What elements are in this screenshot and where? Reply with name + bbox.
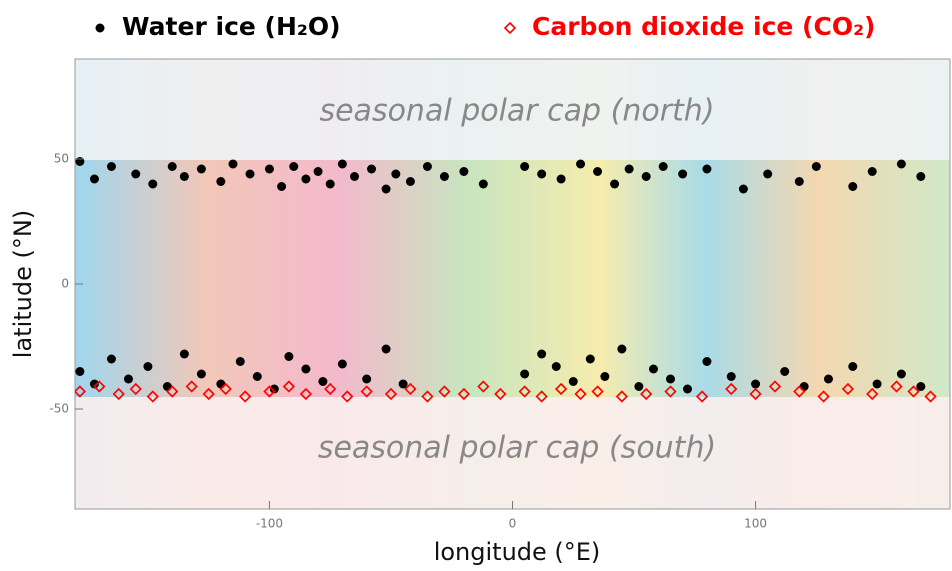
- point: [727, 372, 736, 381]
- chart: seasonal polar cap (north) seasonal pola…: [0, 0, 952, 571]
- point: [800, 382, 809, 391]
- point: [848, 182, 857, 191]
- y-tick-label: 0: [61, 277, 69, 291]
- point: [440, 172, 449, 181]
- point: [246, 170, 255, 179]
- point: [253, 372, 262, 381]
- point: [107, 162, 116, 171]
- point: [338, 360, 347, 369]
- point: [586, 355, 595, 364]
- point: [600, 372, 609, 381]
- point: [479, 180, 488, 189]
- point: [301, 175, 310, 184]
- point: [216, 177, 225, 186]
- point: [617, 345, 626, 354]
- point: [824, 375, 833, 384]
- point: [520, 370, 529, 379]
- legend-label: Water ice (H₂O): [122, 12, 341, 41]
- point: [459, 167, 468, 176]
- point: [406, 177, 415, 186]
- point: [634, 382, 643, 391]
- point: [848, 362, 857, 371]
- x-tick-label: 0: [509, 517, 517, 531]
- point: [216, 380, 225, 389]
- y-axis-label: latitude (°N): [9, 210, 37, 358]
- point: [897, 370, 906, 379]
- point: [163, 382, 172, 391]
- point: [228, 160, 237, 169]
- annotation: seasonal polar cap (south): [318, 431, 716, 466]
- point: [284, 352, 293, 361]
- y-tick-label: -50: [49, 402, 69, 416]
- point: [537, 170, 546, 179]
- point: [236, 357, 245, 366]
- point: [197, 165, 206, 174]
- point: [180, 172, 189, 181]
- point: [576, 160, 585, 169]
- x-tick-label: 100: [744, 517, 767, 531]
- legend-label: Carbon dioxide ice (CO₂): [532, 12, 875, 41]
- point: [739, 185, 748, 194]
- point: [423, 162, 432, 171]
- point: [649, 365, 658, 374]
- point: [289, 162, 298, 171]
- point: [552, 362, 561, 371]
- point: [131, 170, 140, 179]
- point: [610, 180, 619, 189]
- point: [391, 170, 400, 179]
- point: [148, 180, 157, 189]
- point: [702, 357, 711, 366]
- point: [124, 375, 133, 384]
- x-tick-label: -100: [256, 517, 283, 531]
- point: [666, 375, 675, 384]
- point: [338, 160, 347, 169]
- point: [763, 170, 772, 179]
- point: [362, 375, 371, 384]
- point: [168, 162, 177, 171]
- legend-marker: [505, 23, 515, 33]
- point: [367, 165, 376, 174]
- point: [197, 370, 206, 379]
- point: [90, 175, 99, 184]
- point: [868, 167, 877, 176]
- point: [557, 175, 566, 184]
- point: [301, 365, 310, 374]
- legend-marker: [96, 24, 105, 33]
- point: [382, 185, 391, 194]
- point: [277, 182, 286, 191]
- point: [382, 345, 391, 354]
- point: [659, 162, 668, 171]
- point: [350, 172, 359, 181]
- point: [569, 377, 578, 386]
- point: [520, 162, 529, 171]
- point: [642, 172, 651, 181]
- point: [326, 180, 335, 189]
- point: [593, 167, 602, 176]
- point: [75, 157, 84, 166]
- point: [702, 165, 711, 174]
- point: [678, 170, 687, 179]
- point: [107, 355, 116, 364]
- point: [897, 160, 906, 169]
- point: [265, 165, 274, 174]
- point: [916, 172, 925, 181]
- y-tick-label: 50: [54, 152, 69, 166]
- x-axis-label: longitude (°E): [434, 538, 601, 566]
- point: [318, 377, 327, 386]
- point: [780, 367, 789, 376]
- annotation: seasonal polar cap (north): [319, 94, 714, 129]
- point: [625, 165, 634, 174]
- point: [795, 177, 804, 186]
- point: [873, 380, 882, 389]
- point: [314, 167, 323, 176]
- point: [75, 367, 84, 376]
- point: [537, 350, 546, 359]
- point: [751, 380, 760, 389]
- point: [180, 350, 189, 359]
- point: [143, 362, 152, 371]
- point: [812, 162, 821, 171]
- point: [683, 385, 692, 394]
